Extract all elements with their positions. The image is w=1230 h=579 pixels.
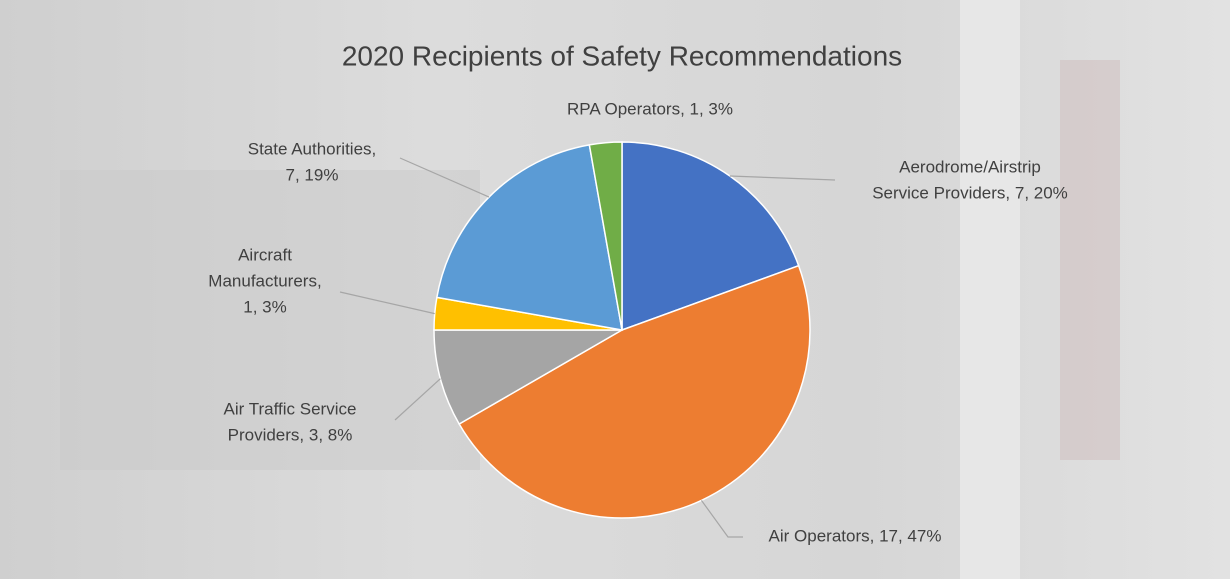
chart-title: 2020 Recipients of Safety Recommendation… — [342, 40, 902, 71]
leader-line — [700, 500, 743, 538]
pie-slice — [433, 329, 625, 426]
pie-slice — [588, 141, 623, 331]
data-label: Service Providers, 7, 20% — [872, 183, 1068, 202]
background-shape — [960, 0, 1020, 579]
data-label: Providers, 3, 8% — [228, 425, 353, 444]
data-label: Manufacturers, — [208, 271, 321, 290]
data-label: Air Operators, 17, 47% — [769, 526, 942, 545]
data-label: Aircraft — [238, 245, 292, 264]
data-label: 1, 3% — [243, 297, 286, 316]
data-label: Air Traffic Service — [224, 399, 357, 418]
pie-slice — [621, 141, 800, 332]
leader-line — [394, 378, 441, 421]
background-shape — [1060, 60, 1120, 460]
background-shape — [60, 170, 480, 470]
data-label: 7, 19% — [286, 165, 339, 184]
data-label: RPA Operators, 1, 3% — [567, 99, 733, 118]
data-label: State Authorities, — [248, 139, 377, 158]
pie-slice — [435, 143, 623, 331]
leader-line — [399, 157, 490, 198]
data-label: Aerodrome/Airstrip — [899, 157, 1041, 176]
leader-line — [729, 175, 836, 181]
leader-line — [339, 291, 435, 315]
pie-slice — [458, 264, 811, 519]
